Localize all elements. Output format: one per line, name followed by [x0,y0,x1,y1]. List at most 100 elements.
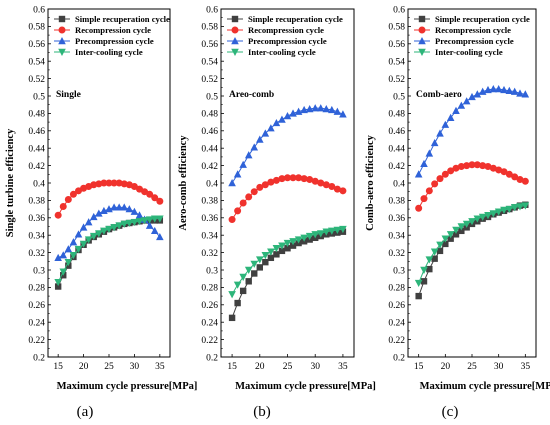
data-point [267,178,275,186]
data-point [452,226,460,234]
data-point [468,92,476,101]
data-point [430,138,439,147]
y-tick-label: 0.4 [33,179,45,189]
data-point [278,175,286,183]
data-point [420,278,428,285]
y-tick-label: 0.28 [201,284,218,294]
data-point [156,197,164,205]
data-point [234,299,241,307]
x-tick-label: 25 [283,362,293,372]
y-tick-label: 0.48 [201,110,218,120]
data-point [328,105,336,114]
data-point [272,176,280,184]
panel-b: 0.2 0.22 0.24 0.26 0.28 0.3 0.32 0.34 0.36 0.38 0.… [178,5,376,420]
series-line [231,107,344,184]
y-tick-label: 0.24 [388,319,405,329]
data-point [473,90,482,98]
data-point [442,240,449,248]
data-point [420,159,428,168]
data-point [452,231,460,238]
data-point [436,175,444,183]
y-tick-label: 0.46 [388,127,405,137]
y-tick-label: 0.36 [388,214,405,224]
legend-entry: Inter-cooling cycle [54,47,143,57]
data-point [278,115,286,123]
data-point [436,241,444,249]
y-tick-label: 0.6 [206,5,218,15]
inner-label: Single [56,90,81,100]
data-point [278,247,286,255]
y-tick-label: 0.54 [28,58,45,68]
data-point [74,230,83,238]
data-point [500,168,508,176]
data-point [457,101,466,109]
data-point [446,113,455,121]
data-point [452,106,460,114]
data-point [322,105,331,113]
x-axis-title: Maximum cycle pressure[MPa] [235,381,376,392]
y-tick-label: 0.26 [28,301,45,311]
y-tick-label: 0.3 [33,266,45,276]
series-precompression-cycle [228,104,347,187]
data-point [457,223,466,231]
legend-marker [58,37,66,45]
data-point [505,205,514,214]
y-tick-label: 0.54 [388,58,405,68]
data-point [54,253,62,262]
x-axis-title: Maximum cycle pressure[MPa] [57,381,198,392]
data-point [239,287,247,295]
y-tick-label: 0.26 [201,301,218,311]
x-tick-label: 15 [227,362,237,372]
legend-entry: Recompression cycle [414,25,511,35]
data-point [500,85,508,94]
data-point [250,143,259,151]
data-point [146,190,154,198]
data-point [447,167,455,175]
data-point [478,213,487,221]
legend-marker [231,26,239,34]
data-point [311,177,319,185]
data-point [150,215,159,223]
data-point [333,107,342,115]
y-tick-label: 0.28 [28,284,45,294]
series-inter-cooling-cycle [414,202,530,288]
data-point [295,174,303,182]
data-point [115,222,123,230]
data-point [228,291,236,299]
data-point [228,179,236,187]
data-point [284,174,291,182]
panel-label: (a) [77,404,94,420]
data-point [245,193,253,201]
legend-entry: Inter-cooling cycle [227,47,316,57]
y-tick-label: 0.36 [201,214,218,224]
data-point [145,216,154,224]
data-point [441,235,450,243]
legend-label: Inter-cooling cycle [75,47,143,57]
legend-marker [231,15,239,23]
data-point [505,86,514,94]
series-precompression-cycle [414,85,530,178]
data-point [239,273,247,281]
data-point [251,270,258,277]
data-point [105,179,113,187]
data-point [441,120,450,128]
data-point [233,170,242,178]
data-point [431,180,439,188]
x-tick-label: 15 [53,362,63,372]
data-point [441,170,449,178]
data-point [311,231,320,239]
x-tick-label: 30 [494,362,504,372]
y-tick-label: 0.52 [201,75,218,85]
data-point [511,173,519,181]
y-tick-label: 0.38 [28,197,45,207]
data-point [100,227,108,235]
data-point [516,89,524,97]
data-point [425,256,434,264]
data-point [272,245,281,253]
y-tick-label: 0.32 [201,249,218,259]
y-tick-label: 0.5 [206,92,218,102]
data-point [261,252,270,260]
data-point [150,226,159,235]
data-point [262,258,269,266]
series-inter-cooling-cycle [228,225,347,299]
